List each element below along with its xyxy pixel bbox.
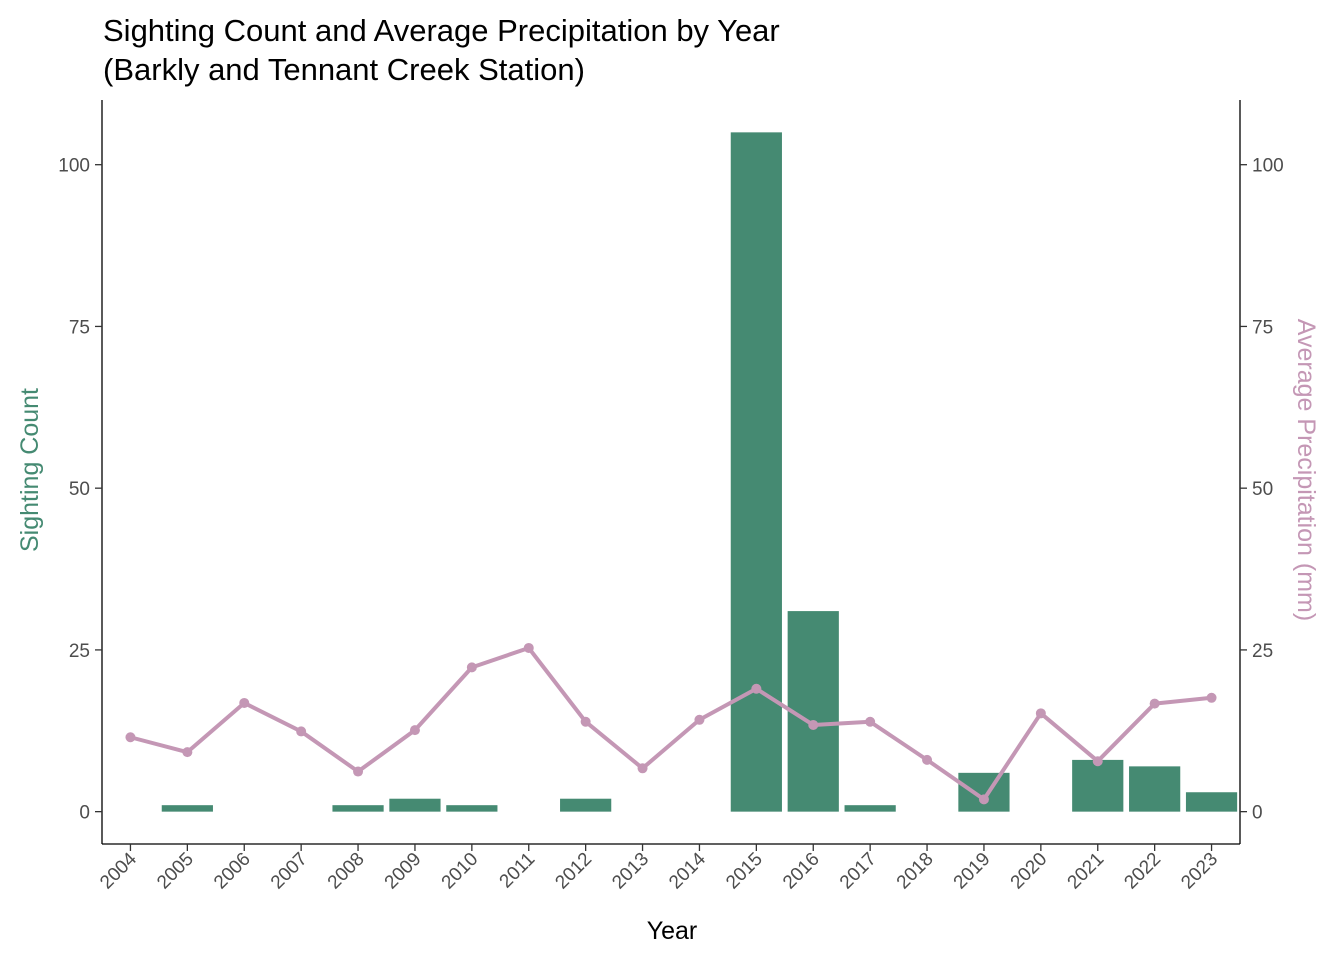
x-tick-label: 2012: [551, 849, 596, 894]
bar-2022: [1129, 766, 1181, 812]
precip-point-2014: [694, 714, 705, 725]
x-tick-label: 2008: [324, 849, 369, 894]
bar-2023: [1185, 792, 1238, 812]
bar-2009: [389, 798, 441, 812]
precip-point-2018: [922, 754, 933, 765]
bar-2008: [332, 805, 384, 812]
left-tick-label: 0: [79, 803, 90, 824]
x-tick-label: 2020: [1007, 849, 1052, 894]
precip-point-2011: [523, 642, 534, 653]
precip-point-2013: [637, 763, 648, 774]
precip-point-2021: [1092, 756, 1103, 767]
x-tick-label: 2021: [1064, 849, 1109, 894]
right-tick-label: 0: [1252, 803, 1263, 824]
precip-point-2017: [865, 716, 876, 727]
precip-point-2023: [1206, 692, 1217, 703]
precip-point-2015: [751, 683, 762, 694]
x-tick-label: 2009: [381, 849, 426, 894]
left-y-ticks: 0 25 50 75 100: [58, 156, 102, 824]
bar-2017: [844, 805, 896, 812]
left-tick-label: 50: [69, 479, 90, 500]
right-tick-label: 100: [1252, 156, 1284, 177]
x-tick-label: 2004: [96, 848, 141, 893]
left-y-axis-title: Sighting Count: [16, 388, 44, 552]
x-tick-label: 2013: [608, 849, 653, 894]
x-tick-label: 2011: [496, 849, 540, 893]
x-tick-label: 2006: [210, 849, 255, 894]
x-ticks: 2004 2005 2006 2007 2008 2009 2010 2011 2012 2013…: [96, 844, 1222, 893]
x-tick-label: 2016: [779, 849, 824, 894]
x-tick-label: 2018: [893, 849, 938, 894]
bar-2005: [161, 805, 213, 812]
x-tick-label: 2007: [267, 849, 312, 894]
chart-title: Sighting Count and Average Precipitation…: [103, 13, 780, 48]
precip-point-2019: [978, 794, 989, 805]
left-tick-label: 25: [69, 641, 90, 662]
right-y-ticks: 0 25 50 75 100: [1240, 156, 1284, 824]
bar-2015: [730, 132, 782, 812]
precip-point-2009: [409, 725, 420, 736]
precip-point-2004: [125, 732, 136, 743]
precipitation-line: [129, 645, 1212, 802]
x-tick-label: 2015: [722, 849, 767, 894]
bar-2019: [958, 772, 1010, 812]
x-tick-label: 2005: [153, 849, 198, 894]
bar-2021: [1072, 759, 1124, 812]
precip-point-2022: [1149, 698, 1160, 709]
precip-point-2008: [353, 766, 364, 777]
right-tick-label: 25: [1252, 641, 1273, 662]
x-tick-label: 2019: [950, 849, 995, 894]
precip-point-2006: [239, 697, 250, 708]
right-tick-label: 50: [1252, 479, 1273, 500]
x-tick-label: 2010: [438, 849, 483, 894]
precip-point-2016: [808, 719, 819, 730]
chart-subtitle: (Barkly and Tennant Creek Station): [103, 52, 585, 87]
bar-series: [161, 132, 1238, 812]
bar-2016: [787, 611, 839, 812]
precip-point-2005: [182, 747, 193, 758]
precip-point-2010: [466, 662, 477, 673]
precip-point-2020: [1035, 708, 1046, 719]
left-tick-label: 100: [58, 156, 90, 177]
bar-2010: [446, 805, 498, 812]
x-tick-label: 2014: [665, 848, 710, 893]
x-tick-label: 2022: [1120, 849, 1165, 894]
right-y-axis-title: Average Precipitation (mm): [1292, 319, 1320, 621]
right-tick-label: 75: [1252, 317, 1273, 338]
x-tick-label: 2017: [836, 849, 881, 894]
plot-area: [125, 132, 1238, 812]
x-axis-title: Year: [647, 917, 698, 945]
left-tick-label: 75: [69, 317, 90, 338]
x-tick-label: 2023: [1177, 849, 1222, 894]
bar-2012: [560, 798, 612, 812]
line-series: [125, 642, 1217, 805]
precip-point-2012: [580, 716, 591, 727]
precip-point-2007: [296, 726, 307, 737]
